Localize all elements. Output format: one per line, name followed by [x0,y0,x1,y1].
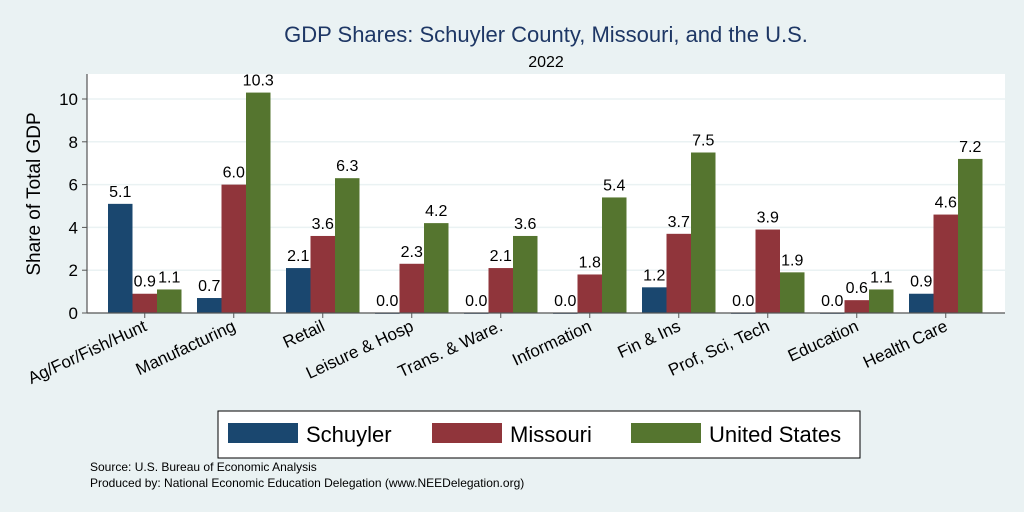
y-axis-label: Share of Total GDP [24,112,45,275]
y-tick-label: 0 [69,304,78,323]
data-label: 2.1 [287,248,309,265]
data-label: 7.5 [692,133,714,150]
data-label: 3.6 [514,216,536,233]
x-tick-label: Ag/For/Fish/Hunt [25,316,150,388]
legend-swatch [228,423,298,443]
data-label: 0.0 [732,293,754,310]
data-label: 0.6 [846,280,868,297]
legend-swatch [432,423,502,443]
data-label: 5.4 [603,177,625,194]
bar-united-states [246,92,271,313]
data-label: 6.0 [223,165,245,182]
bar-missouri [666,233,691,313]
data-label: 0.9 [134,274,156,291]
bar-missouri [221,184,246,313]
bar-missouri [488,268,513,313]
bar-united-states [602,197,627,313]
chart-title: GDP Shares: Schuyler County, Missouri, a… [284,22,808,47]
chart-subtitle: 2022 [528,54,564,71]
bar-schuyler [286,268,311,313]
legend-label: United States [709,422,841,447]
bar-missouri [310,235,335,313]
y-tick-label: 10 [59,90,78,109]
data-label: 0.0 [821,293,843,310]
data-label: 2.3 [401,244,423,261]
bar-missouri [755,229,780,313]
bar-missouri [844,300,869,313]
data-label: 3.7 [668,214,690,231]
legend-label: Schuyler [306,422,392,447]
bar-united-states [869,289,894,313]
legend-label: Missouri [510,422,592,447]
data-label: 0.9 [910,274,932,291]
legend-swatch [631,423,701,443]
y-tick-label: 4 [69,218,78,237]
bar-schuyler [197,298,222,313]
data-label: 7.2 [959,139,981,156]
data-label: 4.2 [425,203,447,220]
bar-united-states [513,235,538,313]
data-label: 1.1 [158,269,180,286]
bar-united-states [958,158,983,313]
bar-schuyler [909,293,934,313]
x-tick-label: Health Care [860,316,950,372]
data-label: 3.6 [312,216,334,233]
bar-missouri [132,293,157,313]
x-tick-label: Prof, Sci, Tech [665,316,772,379]
bar-missouri [399,263,424,313]
data-label: 0.0 [554,293,576,310]
bar-united-states [157,289,182,313]
x-tick-label: Education [785,316,862,365]
data-label: 0.0 [376,293,398,310]
data-label: 1.1 [870,269,892,286]
data-label: 0.0 [465,293,487,310]
y-tick-label: 2 [69,261,78,280]
bar-missouri [933,214,958,313]
x-tick-label: Manufacturing [133,316,239,379]
data-label: 5.1 [109,184,131,201]
bar-schuyler [642,287,667,313]
x-tick-label: Retail [280,316,327,352]
data-label: 2.1 [490,248,512,265]
bar-united-states [780,272,805,313]
x-tick-label: Information [509,316,594,369]
bar-united-states [691,152,716,313]
bar-missouri [577,274,602,313]
x-tick-label: Fin & Ins [615,316,684,362]
produced-by-note: Produced by: National Economic Education… [90,476,524,490]
data-label: 1.8 [579,254,601,271]
data-label: 10.3 [243,73,274,90]
bar-schuyler [108,203,133,313]
legend-box [217,410,861,459]
data-label: 6.3 [336,158,358,175]
source-note: Source: U.S. Bureau of Economic Analysis [90,460,317,474]
data-label: 3.9 [757,210,779,227]
data-label: 1.2 [643,267,665,284]
y-tick-label: 8 [69,133,78,152]
bar-united-states [424,223,449,313]
bar-united-states [335,178,360,313]
y-tick-label: 6 [69,176,78,195]
data-label: 4.6 [935,195,957,212]
data-label: 1.9 [781,252,803,269]
data-label: 0.7 [198,278,220,295]
